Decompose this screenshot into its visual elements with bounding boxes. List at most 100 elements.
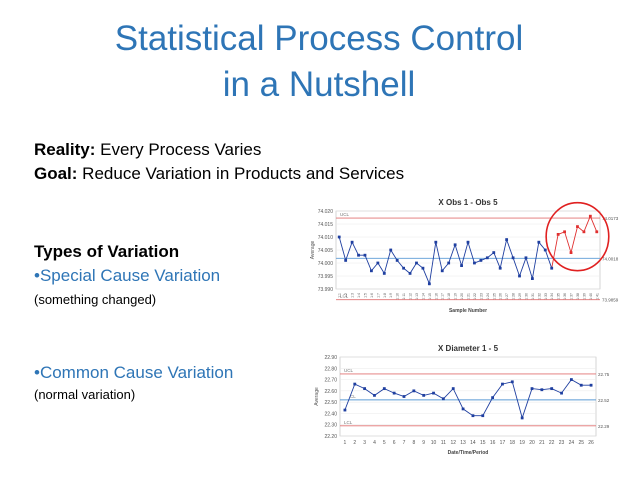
- goal-text: Reduce Variation in Products and Service…: [77, 164, 405, 183]
- x-tick-label: 1:1: [338, 293, 342, 298]
- data-point: [579, 383, 583, 387]
- goal-label: Goal:: [34, 164, 78, 183]
- x-tick-label: 13: [460, 440, 466, 446]
- plot-frame: [339, 356, 597, 437]
- x-tick-label: 1:27: [505, 293, 509, 300]
- x-tick-label: 1:23: [479, 293, 483, 300]
- x-tick-label: 1:2: [344, 293, 348, 298]
- data-point: [432, 391, 435, 395]
- x-tick-label: 25: [578, 440, 584, 446]
- x-tick-label: 12: [450, 440, 456, 446]
- x-axis-label: Sample Number: [449, 308, 487, 314]
- x-tick-label: 1:18: [447, 293, 451, 300]
- center-value: 22.52: [598, 398, 610, 403]
- y-tick-label: 22.70: [324, 378, 337, 384]
- x-tick-label: 1:6: [370, 293, 374, 298]
- data-point: [540, 388, 544, 392]
- data-point: [363, 387, 367, 390]
- data-point: [518, 274, 521, 278]
- data-point: [492, 251, 496, 254]
- data-point: [530, 277, 534, 280]
- data-point: [412, 389, 416, 393]
- x-tick-label: 1:19: [454, 293, 458, 300]
- x-tick-label: 26: [588, 440, 594, 446]
- x-tick-label: 1:39: [582, 293, 586, 300]
- data-point: [370, 269, 373, 273]
- x-tick-label: 1:7: [376, 293, 380, 298]
- data-point: [560, 391, 563, 395]
- x-tick-label: 1:12: [409, 293, 413, 300]
- x-tick-label: 23: [559, 440, 565, 446]
- x-tick-label: 11: [441, 440, 446, 446]
- x-tick-label: 1:22: [473, 293, 477, 300]
- y-tick-label: 22.40: [324, 411, 337, 417]
- data-point: [392, 391, 396, 395]
- special-point: [576, 225, 579, 228]
- x-tick-label: 2: [353, 440, 356, 446]
- x-tick-label: 1:17: [441, 293, 445, 300]
- data-point: [350, 240, 354, 244]
- x-tick-label: 1:32: [537, 293, 541, 300]
- y-tick-label: 22.80: [324, 366, 337, 372]
- ucl-label: UCL: [344, 368, 353, 373]
- x-tick-label: 1:11: [402, 293, 406, 300]
- common-cause-label: •Common Cause Variation: [34, 363, 234, 382]
- x-tick-label: 7: [403, 440, 406, 446]
- slide-title-line2: in a Nutshell: [222, 65, 416, 104]
- common-cause-note: (normal variation): [34, 387, 136, 402]
- x-tick-label: 16: [490, 440, 496, 446]
- data-point: [344, 259, 348, 262]
- data-point: [471, 414, 475, 418]
- x-tick-label: 1:26: [499, 293, 503, 300]
- special-cause-highlight-circle: [545, 201, 610, 272]
- data-point: [440, 269, 444, 273]
- data-point: [453, 243, 457, 247]
- data-point: [520, 416, 524, 420]
- data-point: [479, 259, 483, 262]
- special-point: [588, 214, 592, 218]
- x-tick-label: 1:34: [550, 293, 554, 300]
- data-point: [337, 235, 341, 239]
- chart-x-obs: X Obs 1 - Obs 5 74.020 74.015 74.010 74.005 7…: [310, 198, 619, 314]
- data-point: [357, 253, 360, 257]
- types-heading: Types of Variation: [34, 242, 180, 261]
- x-tick-label: 1:21: [467, 293, 471, 300]
- data-point: [395, 259, 399, 262]
- data-point: [363, 253, 367, 257]
- x-tick-label: 6: [393, 440, 396, 446]
- special-cause-label: •Special Cause Variation: [34, 266, 221, 285]
- x-tick-label: 1:10: [396, 293, 400, 300]
- data-point: [408, 272, 412, 275]
- lcl-label: LCL: [344, 420, 353, 425]
- y-tick-label: 73.990: [318, 287, 334, 293]
- data-point: [402, 266, 406, 270]
- data-point: [498, 266, 502, 270]
- data-point: [382, 272, 386, 275]
- y-tick-label: 74.000: [318, 261, 334, 267]
- data-point: [569, 378, 573, 381]
- x-tick-label: 1:29: [518, 293, 522, 300]
- x-tick-label: 15: [480, 440, 486, 446]
- x-tick-label: 3: [363, 440, 366, 446]
- y-tick-label: 22.50: [324, 400, 337, 406]
- x-tick-label: 4: [373, 440, 376, 446]
- x-tick-label: 1:31: [531, 293, 535, 300]
- y-tick-label: 74.020: [318, 209, 334, 215]
- special-point: [595, 230, 599, 234]
- data-point: [501, 382, 504, 386]
- x-tick-label: 1:33: [544, 293, 548, 300]
- slide-title-line1: Statistical Process Control: [114, 19, 524, 58]
- chart-title: X Diameter 1 - 5: [438, 344, 499, 353]
- reality-line: Reality: Every Process Varies: [34, 140, 261, 160]
- data-point: [485, 256, 489, 260]
- y-axis-label: Average: [314, 387, 320, 406]
- reality-label: Reality:: [34, 140, 96, 159]
- data-point: [376, 261, 380, 265]
- y-tick-label: 74.010: [318, 235, 334, 241]
- x-tick-label: 1:5: [363, 293, 367, 298]
- data-point: [353, 382, 357, 386]
- x-tick-label: 1:16: [434, 293, 438, 300]
- lcl-value: 22.29: [598, 424, 610, 429]
- x-tick-label: 1:8: [383, 293, 387, 298]
- x-tick-label: 21: [539, 440, 545, 446]
